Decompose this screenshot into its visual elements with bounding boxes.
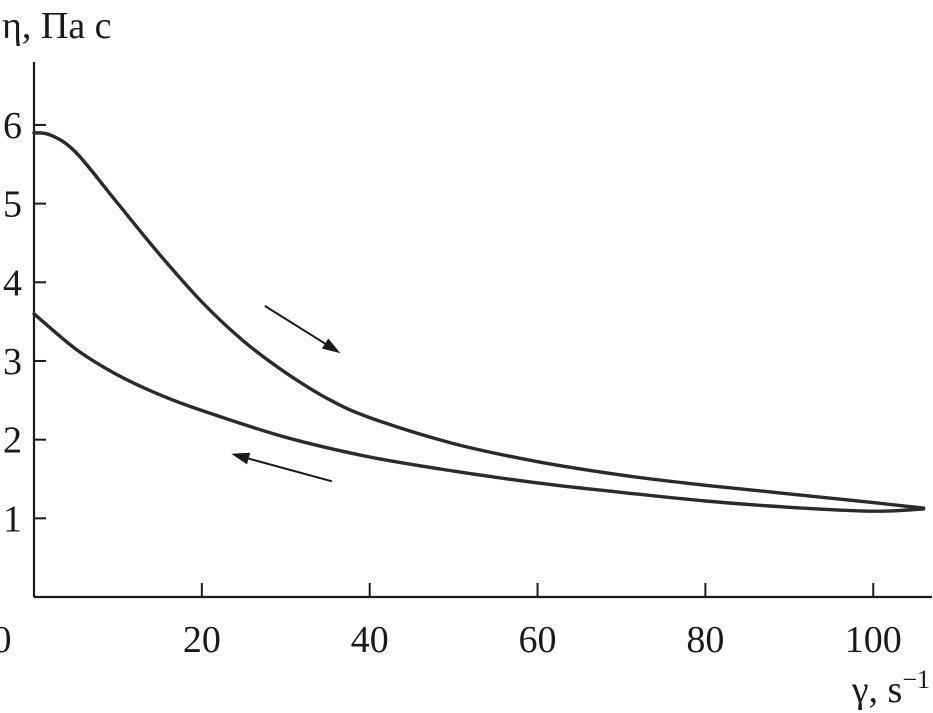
x-axis-title: γ, s−1 — [851, 665, 930, 711]
x-tick-label: 40 — [351, 619, 389, 661]
axes — [32, 62, 932, 599]
arrow-shaft — [264, 305, 326, 345]
direction-arrows — [231, 305, 341, 483]
arrow-forward — [264, 305, 341, 354]
arrow-head — [231, 452, 251, 465]
arrow-shaft — [248, 457, 333, 483]
y-tick-label: 2 — [3, 420, 22, 462]
y-tick-label: 5 — [3, 184, 22, 226]
y-axis-title: η, Па с — [2, 5, 112, 47]
curve-decreasing — [32, 312, 926, 513]
curve-increasing — [32, 131, 926, 510]
x-tick-label: 20 — [183, 619, 221, 661]
curves — [32, 131, 926, 513]
arrow-head — [321, 338, 341, 354]
x-tick-label: 100 — [845, 619, 902, 661]
x-tick-label: 0 — [0, 619, 12, 661]
x-tick-label: 80 — [686, 619, 724, 661]
y-tick-label: 6 — [3, 105, 22, 147]
y-tick-label: 4 — [3, 262, 22, 304]
x-axis-title-exponent: −1 — [902, 665, 930, 694]
x-axis-title-main: γ, s — [851, 669, 903, 711]
arrow-backward — [231, 452, 333, 483]
x-tick-label: 60 — [519, 619, 557, 661]
y-tick-label: 3 — [3, 341, 22, 383]
y-tick-label: 1 — [3, 498, 22, 540]
